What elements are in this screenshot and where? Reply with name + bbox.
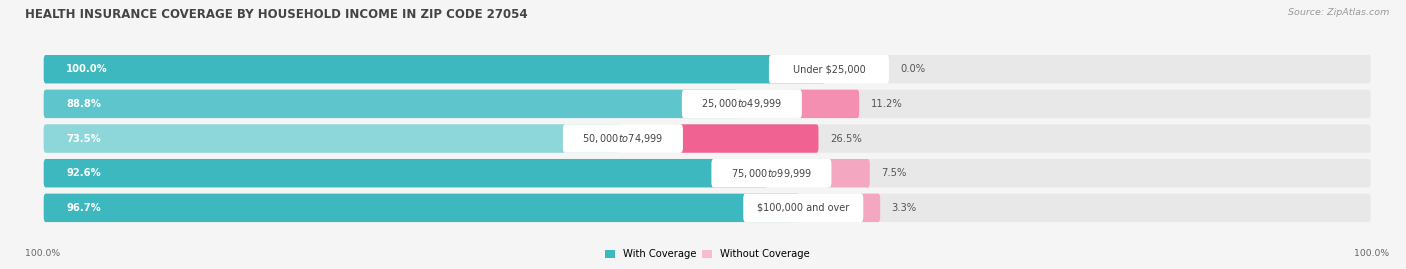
Text: Source: ZipAtlas.com: Source: ZipAtlas.com [1288, 8, 1389, 17]
Text: 73.5%: 73.5% [66, 133, 101, 144]
FancyBboxPatch shape [797, 90, 859, 118]
FancyBboxPatch shape [711, 159, 831, 187]
FancyBboxPatch shape [44, 124, 1371, 153]
FancyBboxPatch shape [44, 159, 768, 187]
Text: $25,000 to $49,999: $25,000 to $49,999 [702, 97, 783, 110]
Text: $100,000 and over: $100,000 and over [758, 203, 849, 213]
FancyBboxPatch shape [44, 55, 825, 83]
FancyBboxPatch shape [769, 55, 889, 83]
Text: 100.0%: 100.0% [25, 249, 60, 258]
FancyBboxPatch shape [562, 124, 683, 153]
FancyBboxPatch shape [859, 194, 880, 222]
Text: $50,000 to $74,999: $50,000 to $74,999 [582, 132, 664, 145]
FancyBboxPatch shape [44, 194, 1371, 222]
Text: Under $25,000: Under $25,000 [793, 64, 865, 74]
FancyBboxPatch shape [44, 90, 738, 118]
Legend: With Coverage, Without Coverage: With Coverage, Without Coverage [600, 245, 814, 263]
FancyBboxPatch shape [44, 90, 1371, 118]
Text: 0.0%: 0.0% [900, 64, 925, 74]
Text: 26.5%: 26.5% [830, 133, 862, 144]
FancyBboxPatch shape [44, 159, 1371, 187]
FancyBboxPatch shape [744, 194, 863, 222]
Text: 7.5%: 7.5% [882, 168, 907, 178]
Text: 3.3%: 3.3% [891, 203, 917, 213]
Text: 96.7%: 96.7% [66, 203, 101, 213]
FancyBboxPatch shape [682, 90, 801, 118]
FancyBboxPatch shape [44, 194, 800, 222]
FancyBboxPatch shape [827, 159, 870, 187]
FancyBboxPatch shape [44, 124, 619, 153]
Text: $75,000 to $99,999: $75,000 to $99,999 [731, 167, 813, 180]
Text: 92.6%: 92.6% [66, 168, 101, 178]
Text: 11.2%: 11.2% [870, 99, 903, 109]
Text: 100.0%: 100.0% [66, 64, 108, 74]
Text: 88.8%: 88.8% [66, 99, 101, 109]
Text: 100.0%: 100.0% [1354, 249, 1389, 258]
FancyBboxPatch shape [44, 55, 1371, 83]
FancyBboxPatch shape [679, 124, 818, 153]
Text: HEALTH INSURANCE COVERAGE BY HOUSEHOLD INCOME IN ZIP CODE 27054: HEALTH INSURANCE COVERAGE BY HOUSEHOLD I… [25, 8, 527, 21]
